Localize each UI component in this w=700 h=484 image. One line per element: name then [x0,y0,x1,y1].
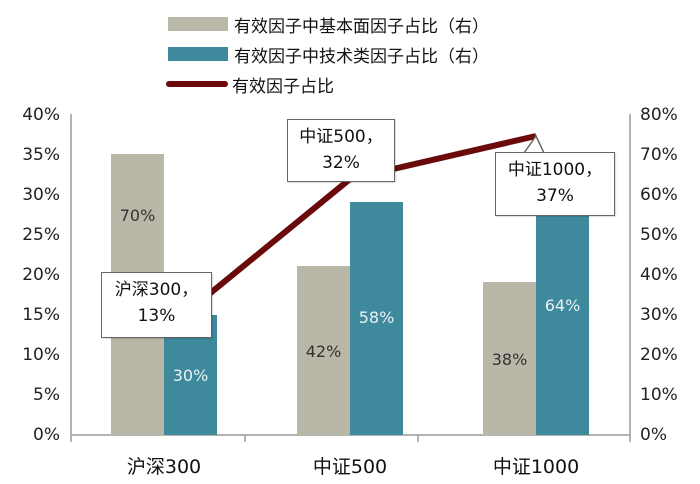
x-category-label: 中证500 [312,456,388,478]
x-category-label: 沪深300 [126,456,202,478]
left-y-tick: 20% [22,265,60,285]
bar-technical-zz500 [350,202,403,435]
callout-line1: 沪深300， [114,280,199,300]
legend-label: 有效因子占比 [232,76,334,97]
left-y-tick: 40% [22,105,60,125]
callout-zz500: 中证500， 32% [287,119,395,182]
bar-value-label: 64% [544,296,581,315]
left-y-tick: 15% [22,305,60,325]
bar-value-label: 30% [172,366,209,385]
callout-line1: 中证1000， [507,160,603,180]
bar-value-label: 70% [119,206,156,225]
right-y-tick: 50% [640,225,678,245]
bar-technical-zz1000 [536,178,589,435]
callout-line2: 37% [536,186,574,206]
legend-item-technical: 有效因子中技术类因子占比（右） [168,40,489,68]
legend-item-fundamental: 有效因子中基本面因子占比（右） [168,10,489,38]
callout-zz1000: 中证1000， 37% [495,152,615,216]
legend-line-effective-ratio [166,81,228,87]
right-y-tick: 10% [640,385,678,405]
bar-value-label: 38% [491,350,528,369]
right-y-tick: 30% [640,305,678,325]
left-y-tick: 35% [22,145,60,165]
left-y-tick: 25% [22,225,60,245]
bar-value-label: 58% [358,308,395,327]
left-y-tick: 0% [33,425,60,445]
left-y-tick: 10% [22,345,60,365]
bar-value-label: 42% [305,342,342,361]
legend-label: 有效因子中技术类因子占比（右） [234,46,489,67]
callout-line2: 32% [322,153,360,173]
legend-swatch-fundamental [168,17,228,31]
right-y-tick: 20% [640,345,678,365]
callout-hs300: 沪深300， 13% [101,272,212,338]
legend-item-effective-ratio: 有效因子占比 [166,70,334,98]
bar-fundamental-zz500 [297,266,350,435]
callout-line1: 中证500， [299,127,383,147]
right-y-tick: 60% [640,185,678,205]
legend-label: 有效因子中基本面因子占比（右） [234,16,489,37]
left-y-tick: 5% [33,385,60,405]
left-y-tick: 30% [22,185,60,205]
right-y-tick: 40% [640,265,678,285]
right-y-tick: 80% [640,105,678,125]
right-y-tick: 70% [640,145,678,165]
right-y-tick: 0% [640,425,667,445]
legend-swatch-technical [168,47,228,61]
bar-fundamental-zz1000 [483,282,536,435]
callout-line2: 13% [137,306,176,326]
x-category-label: 中证1000 [492,456,580,478]
